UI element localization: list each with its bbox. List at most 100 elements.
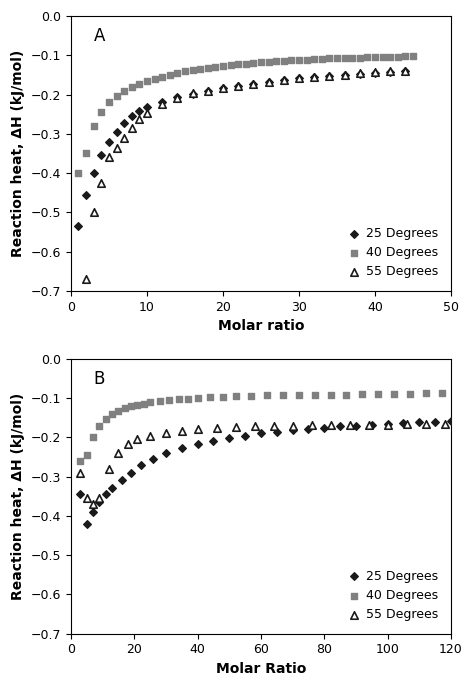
40 Degrees [98, 106, 105, 117]
55 Degrees [371, 67, 379, 78]
X-axis label: Molar ratio: Molar ratio [218, 319, 304, 333]
25 Degrees [295, 73, 303, 84]
25 Degrees [341, 69, 348, 80]
55 Degrees [105, 463, 113, 474]
40 Degrees [90, 120, 98, 131]
40 Degrees [249, 58, 257, 69]
55 Degrees [249, 78, 257, 89]
40 Degrees [333, 53, 341, 64]
55 Degrees [204, 85, 211, 96]
25 Degrees [113, 126, 120, 137]
40 Degrees [341, 53, 348, 64]
25 Degrees [241, 430, 249, 441]
55 Degrees [270, 420, 277, 431]
55 Degrees [401, 65, 409, 76]
40 Degrees [390, 388, 398, 399]
55 Degrees [327, 420, 335, 431]
55 Degrees [232, 422, 239, 433]
40 Degrees [279, 390, 287, 401]
40 Degrees [82, 148, 90, 159]
40 Degrees [422, 388, 429, 399]
55 Degrees [162, 427, 170, 438]
55 Degrees [136, 114, 143, 125]
40 Degrees [242, 58, 249, 69]
25 Degrees [273, 426, 281, 437]
40 Degrees [175, 394, 182, 405]
40 Degrees [264, 390, 271, 401]
40 Degrees [379, 52, 386, 63]
55 Degrees [251, 421, 258, 432]
40 Degrees [207, 392, 214, 403]
55 Degrees [403, 419, 410, 430]
40 Degrees [102, 414, 109, 425]
40 Degrees [295, 390, 303, 401]
25 Degrees [219, 82, 227, 93]
40 Degrees [406, 388, 414, 399]
25 Degrees [431, 416, 439, 427]
25 Degrees [368, 419, 375, 430]
40 Degrees [105, 97, 113, 108]
55 Degrees [346, 419, 354, 430]
55 Degrees [341, 69, 348, 80]
25 Degrees [204, 86, 211, 97]
25 Degrees [136, 106, 143, 117]
55 Degrees [295, 73, 303, 84]
40 Degrees [371, 52, 379, 63]
40 Degrees [121, 403, 128, 414]
25 Degrees [234, 80, 242, 91]
Text: B: B [94, 370, 105, 388]
25 Degrees [401, 65, 409, 76]
55 Degrees [386, 66, 394, 77]
55 Degrees [115, 448, 122, 459]
40 Degrees [311, 390, 319, 401]
40 Degrees [166, 69, 173, 80]
25 Degrees [310, 71, 318, 82]
55 Degrees [120, 133, 128, 144]
40 Degrees [134, 399, 141, 410]
25 Degrees [108, 482, 116, 493]
25 Degrees [120, 117, 128, 128]
40 Degrees [358, 389, 366, 400]
55 Degrees [113, 142, 120, 153]
25 Degrees [98, 150, 105, 161]
40 Degrees [295, 54, 303, 65]
25 Degrees [400, 418, 407, 429]
40 Degrees [173, 67, 181, 78]
55 Degrees [134, 434, 141, 445]
Legend: 25 Degrees, 40 Degrees, 55 Degrees: 25 Degrees, 40 Degrees, 55 Degrees [341, 221, 445, 284]
40 Degrees [234, 59, 242, 70]
55 Degrees [82, 273, 90, 284]
25 Degrees [83, 518, 91, 529]
25 Degrees [89, 506, 97, 517]
25 Degrees [102, 489, 109, 500]
55 Degrees [77, 467, 84, 478]
40 Degrees [247, 390, 255, 401]
55 Degrees [143, 108, 151, 119]
40 Degrees [181, 66, 189, 77]
25 Degrees [189, 89, 196, 100]
40 Degrees [273, 56, 280, 67]
40 Degrees [227, 60, 234, 71]
40 Degrees [156, 396, 164, 407]
55 Degrees [365, 419, 373, 430]
55 Degrees [194, 424, 201, 435]
55 Degrees [422, 419, 429, 430]
40 Degrees [232, 391, 239, 402]
Y-axis label: Reaction heat, ΔH (kJ/mol): Reaction heat, ΔH (kJ/mol) [11, 393, 25, 600]
40 Degrees [89, 432, 97, 443]
55 Degrees [178, 425, 185, 436]
55 Degrees [158, 99, 166, 110]
40 Degrees [257, 57, 265, 68]
40 Degrees [113, 90, 120, 101]
25 Degrees [210, 436, 217, 447]
25 Degrees [194, 439, 201, 450]
40 Degrees [326, 53, 333, 64]
40 Degrees [327, 389, 335, 400]
55 Degrees [265, 76, 273, 87]
25 Degrees [289, 425, 296, 436]
40 Degrees [83, 449, 91, 460]
55 Degrees [289, 420, 296, 431]
25 Degrees [96, 497, 103, 508]
25 Degrees [75, 221, 82, 232]
40 Degrees [401, 51, 409, 62]
